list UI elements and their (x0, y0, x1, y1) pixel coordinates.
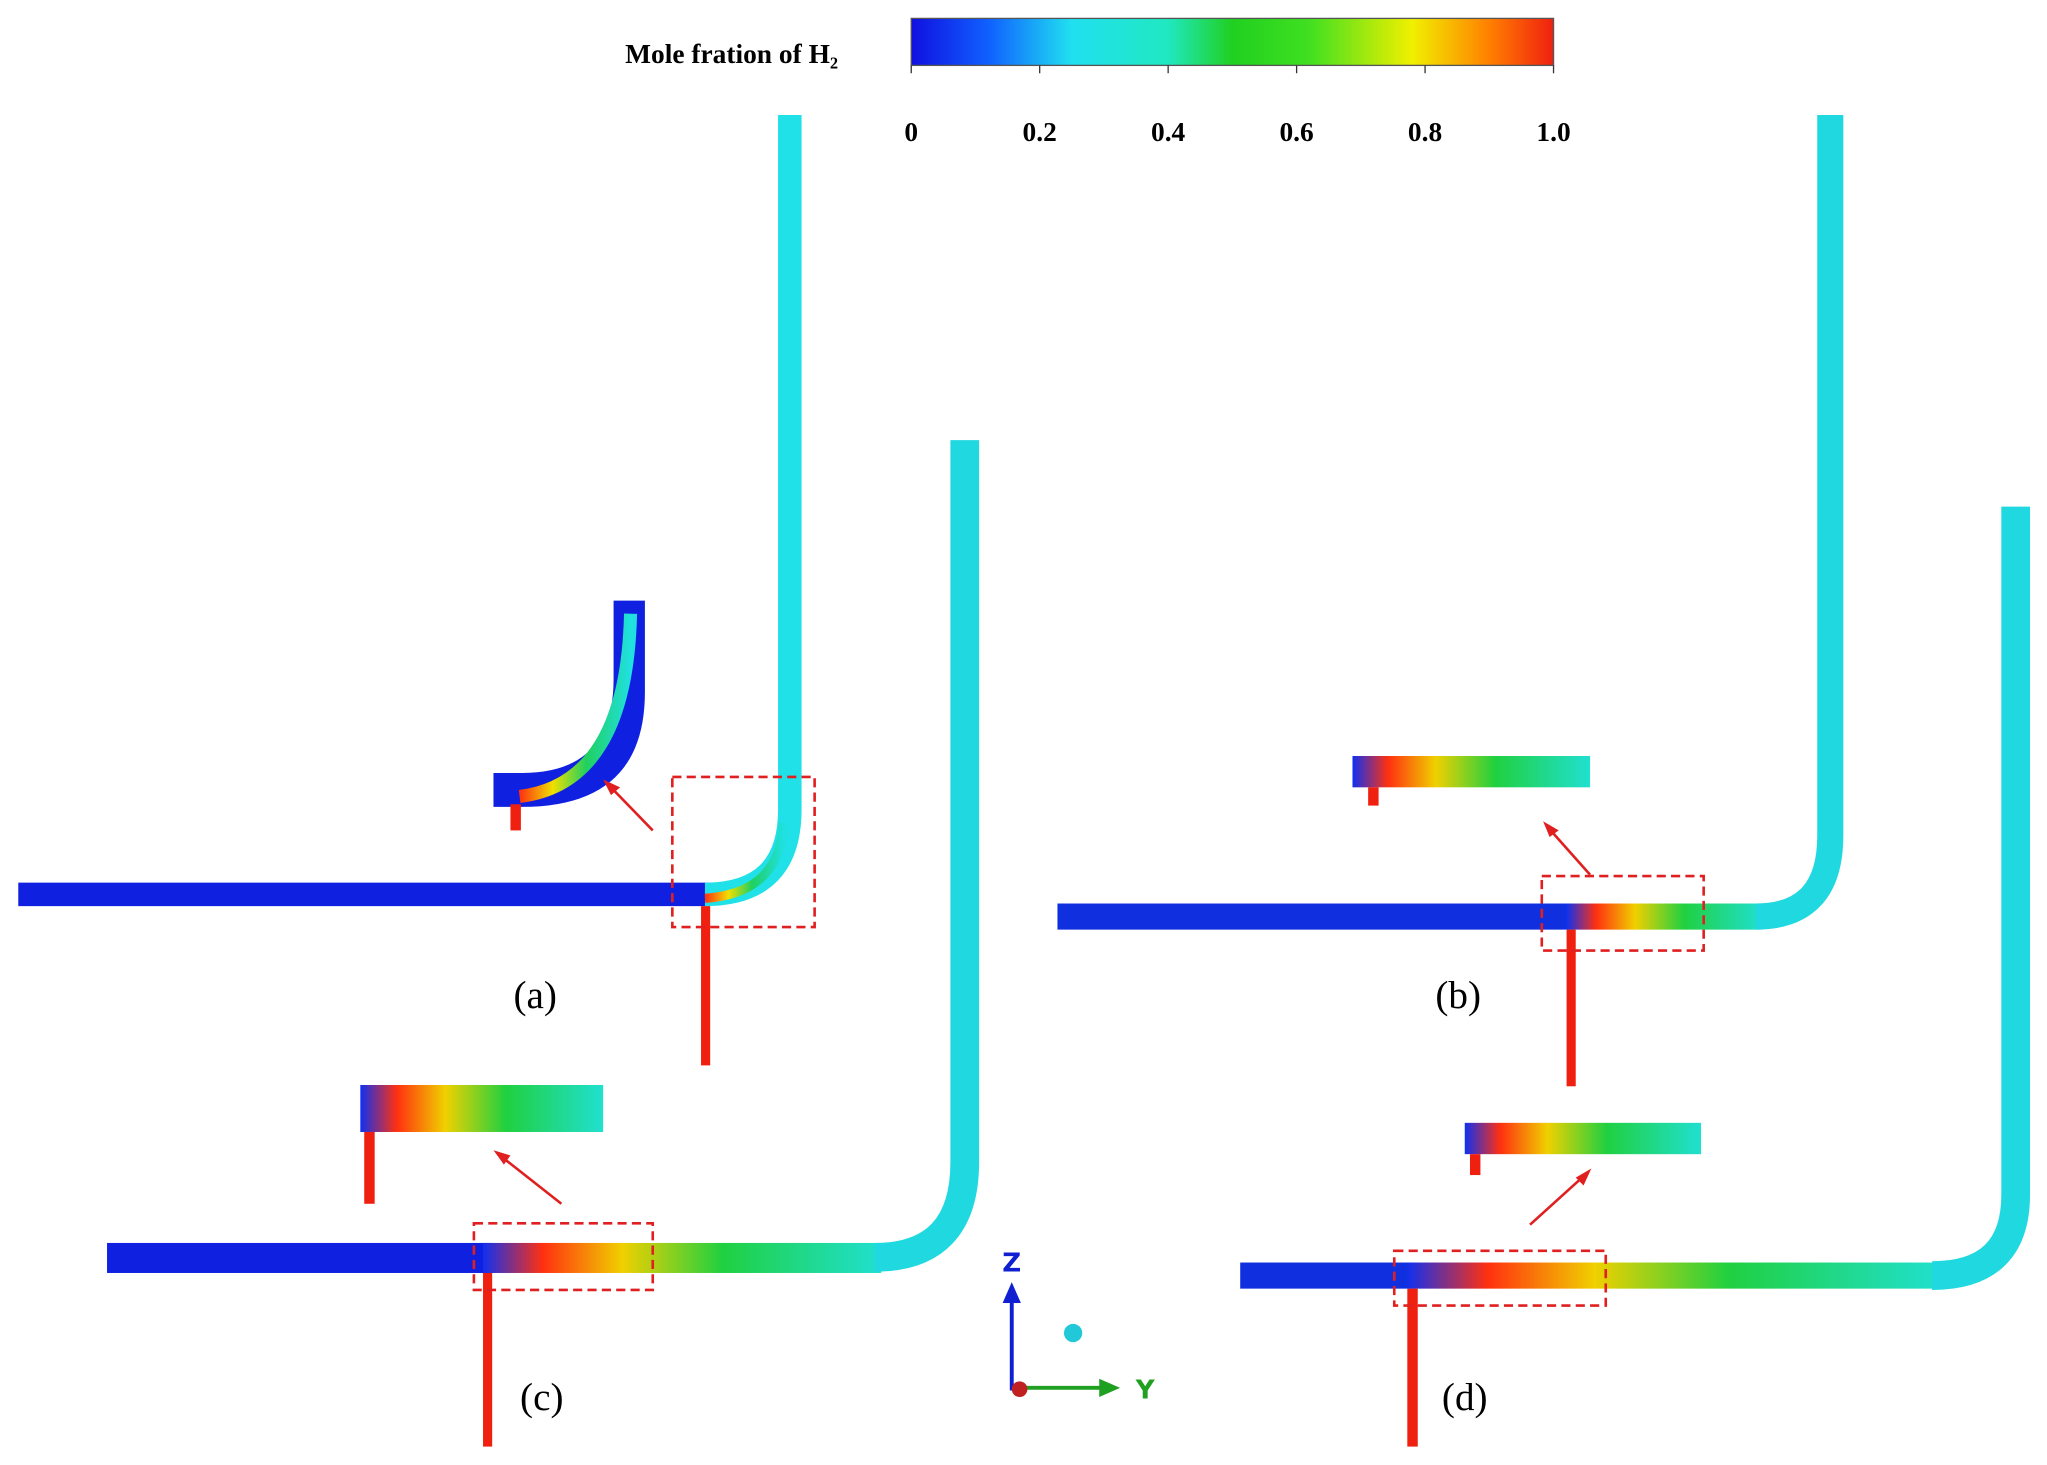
inlet (1469, 1154, 1481, 1176)
inlet (483, 1272, 493, 1447)
pipe (1755, 115, 1844, 930)
inlet (364, 1131, 375, 1204)
pipe (1407, 1262, 1943, 1289)
pipe (874, 440, 980, 1272)
inset (1352, 755, 1591, 788)
inlet (1368, 787, 1379, 806)
inlet (1407, 1288, 1418, 1447)
arrow (1547, 826, 1592, 876)
colorbar-tick-label: 0 (904, 117, 918, 147)
colorbar-tick-label: 0.8 (1408, 117, 1442, 147)
arrow-head (1543, 821, 1559, 837)
pipe (1931, 506, 2031, 1290)
inlet (1566, 929, 1576, 1087)
zoom-box (472, 1222, 655, 1292)
colorbar-ticks: 0 0.2 0.4 0.6 0.8 1.0 (904, 65, 1571, 147)
inset (1464, 1122, 1702, 1155)
colorbar (910, 17, 1555, 67)
zoom-box (671, 775, 816, 929)
arrow (1529, 1174, 1586, 1226)
pipe (18, 882, 711, 907)
inset (493, 600, 645, 807)
axis-arrow-head (1099, 1378, 1121, 1397)
axis-arrow-head (1002, 1282, 1021, 1303)
inlet (701, 906, 711, 1066)
colorbar-tick-label: 1.0 (1536, 117, 1570, 147)
arrow (607, 783, 654, 832)
arrow-head (493, 1150, 511, 1165)
pipe (483, 1242, 882, 1273)
pipe (1240, 1262, 1417, 1289)
panel-label: (d) (1442, 1376, 1488, 1419)
plume (704, 822, 788, 903)
zoom-box (1540, 874, 1705, 952)
pipe (1566, 903, 1763, 930)
inset (360, 1084, 604, 1132)
axis-origin (1011, 1381, 1028, 1397)
zoom-box (1392, 1249, 1608, 1307)
arrow-head (1575, 1168, 1592, 1186)
panel-label: (a) (514, 974, 557, 1017)
panel-label: (c) (520, 1376, 563, 1419)
colorbar-tick-label: 0.4 (1151, 117, 1186, 147)
inlet (510, 804, 521, 831)
view-ball (1063, 1323, 1083, 1343)
axis-label: Z (1002, 1249, 1021, 1279)
colorbar-title: Mole fration of H₂ (625, 39, 838, 69)
colorbar-tick-label: 0.6 (1279, 117, 1313, 147)
axis-label: Y (1135, 1375, 1156, 1405)
arrow-head (603, 779, 621, 796)
panel-label: (b) (1435, 974, 1481, 1017)
plume (518, 613, 638, 803)
pipe (1057, 903, 1574, 930)
pipe (107, 1242, 493, 1273)
arrow (499, 1154, 563, 1205)
colorbar-tick-label: 0.2 (1023, 117, 1057, 147)
